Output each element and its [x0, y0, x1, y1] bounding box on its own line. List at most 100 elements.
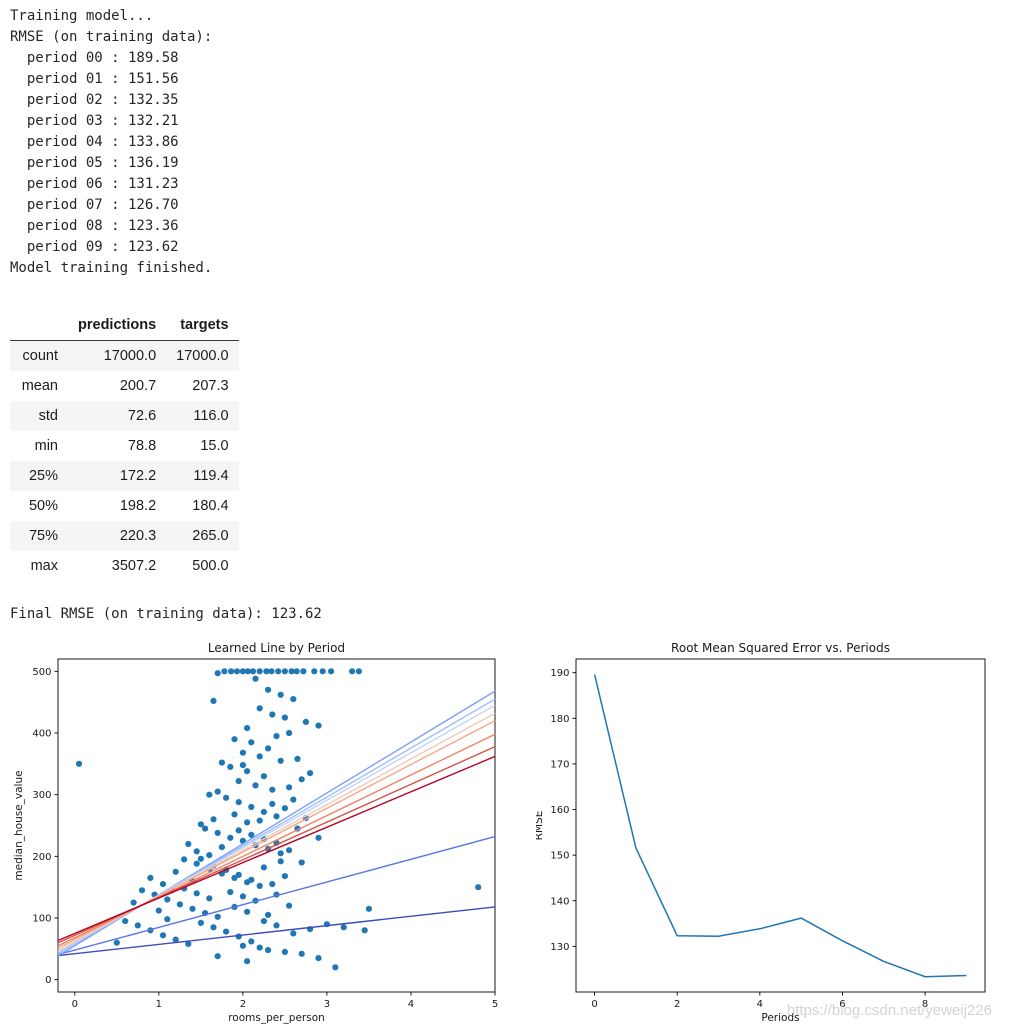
scatter-point	[210, 924, 217, 931]
scatter-point	[302, 718, 309, 725]
row-label: min	[34, 438, 58, 454]
table-row-mean: mean 200.7 207.3	[10, 371, 239, 401]
scatter-point	[290, 796, 297, 803]
y-tick-label: 100	[32, 914, 51, 925]
row-label: 75%	[28, 528, 58, 544]
x-tick-label: 6	[839, 999, 845, 1010]
scatter-point	[248, 803, 255, 811]
scatter-point	[277, 691, 284, 698]
scatter-point	[256, 882, 263, 889]
scatter-point	[273, 733, 280, 740]
scatter-point	[298, 776, 305, 783]
plot-border	[575, 658, 986, 993]
scatter-point	[138, 887, 146, 894]
scatter-point	[319, 668, 326, 675]
scatter-point	[244, 908, 251, 915]
scatter-point	[193, 890, 200, 897]
x-tick-label: 8	[922, 999, 928, 1010]
scatter-point	[134, 922, 141, 929]
scatter-point	[265, 947, 272, 954]
scatter-point	[248, 831, 255, 838]
table-cell: 198.2	[119, 498, 157, 514]
final-rmse-text: Final RMSE (on training data): 123.62	[10, 606, 322, 622]
scatter-point	[263, 668, 270, 675]
scatter-point	[286, 847, 293, 854]
scatter-point	[290, 930, 297, 937]
scatter-point	[273, 922, 280, 929]
scatter-point	[231, 811, 238, 818]
scatter-point	[227, 763, 234, 770]
column-header-targets: targets	[166, 310, 239, 341]
table-row-max: max 3507.2 500.0	[10, 551, 239, 581]
scatter-point	[235, 778, 242, 785]
y-tick-label: 160	[550, 805, 569, 816]
y-tick-label: 0	[45, 975, 51, 986]
console-line: period 04 : 133.86	[10, 134, 179, 150]
table-cell: 180.4	[192, 498, 229, 514]
table-cell: 78.8	[127, 438, 157, 454]
table-cell: 72.6	[127, 408, 157, 424]
console-output: Training model... RMSE (on training data)…	[10, 6, 212, 279]
table-cell: 119.4	[193, 468, 229, 484]
scatter-point	[265, 686, 272, 693]
table-cell: 116.0	[193, 408, 229, 424]
row-label: 25%	[28, 468, 58, 484]
x-tick-label: 5	[492, 999, 498, 1010]
scatter-point	[231, 736, 238, 743]
scatter-point	[206, 895, 213, 902]
x-tick-label: 2	[240, 999, 246, 1010]
scatter-point	[277, 850, 284, 857]
learned-line-chart: 0 1 2 3 4 5 0 100 200 300 400 500 Learned Line by Pe…	[8, 642, 500, 1032]
scatter-point	[185, 940, 192, 947]
console-line: period 03 : 132.21	[10, 113, 179, 129]
scatter-point	[130, 899, 137, 906]
scatter-point	[286, 784, 293, 791]
learned-line-period-5	[57, 712, 496, 952]
table-cell: 200.7	[119, 378, 157, 394]
y-tick-label: 400	[32, 729, 51, 740]
table-row-min: min 78.8 15.0	[10, 431, 239, 461]
scatter-point	[197, 821, 204, 828]
plot-border	[57, 658, 496, 993]
rmse-line	[593, 674, 967, 978]
scatter-point	[315, 955, 322, 962]
console-line: Model training finished.	[10, 260, 213, 276]
scatter-point	[273, 813, 280, 820]
scatter-point	[286, 729, 293, 737]
scatter-point	[218, 759, 225, 766]
scatter-point	[315, 834, 322, 841]
scatter-point	[210, 697, 217, 704]
console-line: period 06 : 131.23	[10, 176, 179, 192]
rmse-chart: 0 2 4 6 8 130 140 150 160 170 180 190 Root Mean Squa…	[536, 642, 988, 1032]
table-cell: 17000.0	[103, 348, 157, 364]
column-header-predictions: predictions	[68, 310, 167, 341]
scatter-point	[214, 829, 221, 836]
scatter-point	[256, 753, 263, 760]
scatter-point	[365, 905, 372, 912]
scatter-point	[340, 924, 347, 931]
scatter-point	[202, 825, 209, 832]
x-tick-label: 1	[156, 999, 162, 1010]
console-line: period 08 : 123.36	[10, 218, 179, 234]
learned-line-period-1	[57, 835, 496, 956]
scatter-point	[269, 881, 276, 888]
scatter-point	[256, 944, 263, 951]
scatter-point	[193, 848, 200, 855]
table-cell: 15.0	[200, 438, 229, 454]
table-cell: 265.0	[192, 528, 229, 544]
scatter-point	[155, 907, 162, 914]
table-cell: 207.3	[192, 378, 229, 394]
x-tick-label: 4	[757, 999, 763, 1010]
table-cell: 172.2	[119, 468, 157, 484]
scatter-point	[239, 749, 246, 756]
learned-line-period-0	[57, 906, 496, 957]
scatter-point	[244, 725, 251, 732]
scatter-point	[300, 668, 307, 675]
y-tick-label: 190	[550, 668, 569, 679]
scatter-point	[269, 711, 276, 718]
scatter-point	[475, 884, 482, 891]
scatter-point	[361, 927, 368, 934]
scatter-point	[293, 668, 300, 675]
scatter-point	[206, 791, 213, 798]
x-tick-label: 3	[324, 999, 330, 1010]
